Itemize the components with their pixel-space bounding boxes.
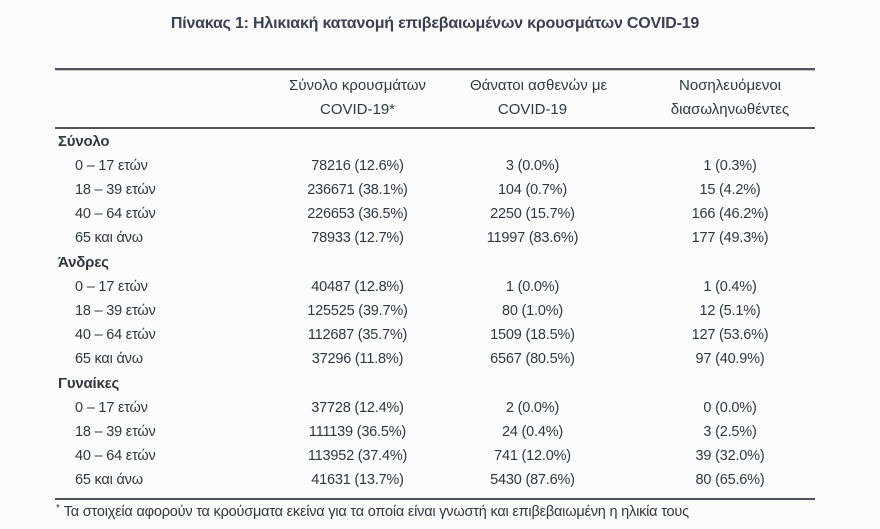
intubated-cell: 127 (53.6%): [691, 327, 769, 343]
deaths-cell: 24 (0.4%): [501, 424, 564, 440]
age-cell: 18 – 39 ετών: [75, 182, 156, 198]
intubated-cell: 3 (2.5%): [703, 424, 757, 440]
col-header-total-cases-line1: Σύνολο κρουσμάτων: [289, 77, 426, 94]
cases-cell: 236671 (38.1%): [307, 182, 408, 198]
table-row: 0 – 17 ετών 78216 (12.6%) 3 (0.0%) 1 (0.…: [55, 154, 815, 178]
age-cell: 40 – 64 ετών: [75, 448, 156, 464]
age-cell: 0 – 17 ετών: [75, 400, 148, 416]
section-header-women: Γυναίκες: [55, 371, 815, 396]
cases-cell: 125525 (39.7%): [307, 303, 408, 319]
deaths-cell: 104 (0.7%): [498, 182, 567, 198]
col-header-deaths-line2: COVID-19: [497, 101, 568, 118]
age-cell: 18 – 39 ετών: [75, 303, 156, 319]
section-label: Σύνολο: [58, 133, 110, 150]
deaths-cell: 1509 (18.5%): [490, 327, 575, 343]
cases-cell: 37728 (12.4%): [311, 400, 404, 416]
covid-age-distribution-table: Σύνολο κρουσμάτων COVID-19* Θάνατοι ασθε…: [55, 68, 815, 500]
intubated-cell: 0 (0.0%): [703, 400, 757, 416]
cases-cell: 111139 (36.5%): [308, 424, 407, 440]
cases-cell: 37296 (11.8%): [311, 351, 404, 367]
intubated-cell: 97 (40.9%): [695, 351, 765, 367]
table-title: Πίνακας 1: Ηλικιακή κατανομή επιβεβαιωμέ…: [170, 15, 700, 32]
col-header-total-cases: Σύνολο κρουσμάτων COVID-19*: [245, 74, 470, 122]
section-header-total: Σύνολο: [55, 129, 815, 154]
table-top-rule: [55, 68, 815, 70]
intubated-cell: 166 (46.2%): [691, 206, 769, 222]
age-cell: 65 και άνω: [75, 351, 143, 367]
section-label: Γυναίκες: [58, 375, 120, 392]
deaths-cell: 5430 (87.6%): [490, 472, 575, 488]
intubated-cell: 39 (32.0%): [695, 448, 765, 464]
table-row: 65 και άνω 37296 (11.8%) 6567 (80.5%) 97…: [55, 347, 815, 371]
deaths-cell: 1 (0.0%): [505, 279, 560, 295]
intubated-cell: 1 (0.4%): [703, 279, 757, 295]
deaths-cell: 741 (12.0%): [494, 448, 571, 464]
age-cell: 40 – 64 ετών: [75, 327, 156, 343]
age-cell: 40 – 64 ετών: [75, 206, 156, 222]
table-row: 40 – 64 ετών 112687 (35.7%) 1509 (18.5%)…: [55, 323, 815, 347]
age-cell: 18 – 39 ετών: [75, 424, 156, 440]
table-row: 18 – 39 ετών 125525 (39.7%) 80 (1.0%) 12…: [55, 299, 815, 323]
cases-cell: 78216 (12.6%): [311, 158, 404, 174]
col-header-deaths-line1: Θάνατοι ασθενών με: [470, 77, 608, 94]
col-header-deaths: Θάνατοι ασθενών με COVID-19: [470, 74, 620, 122]
table-row: 18 – 39 ετών 111139 (36.5%) 24 (0.4%) 3 …: [55, 420, 815, 444]
table-row: 65 και άνω 41631 (13.7%) 5430 (87.6%) 80…: [55, 468, 815, 492]
table-row: 18 – 39 ετών 236671 (38.1%) 104 (0.7%) 1…: [55, 178, 815, 202]
deaths-cell: 2 (0.0%): [505, 400, 560, 416]
col-header-intubated-line1: Νοσηλευόμενοι: [678, 77, 781, 94]
age-cell: 0 – 17 ετών: [75, 158, 148, 174]
deaths-cell: 11997 (83.6%): [486, 230, 579, 246]
footnote-text: Τα στοιχεία αφορούν τα κρούσματα εκείνα …: [63, 504, 689, 520]
age-cell: 65 και άνω: [75, 230, 143, 246]
cases-cell: 78933 (12.7%): [311, 230, 404, 246]
cases-cell: 226653 (36.5%): [307, 206, 408, 222]
document-body: Πίνακας 1: Ηλικιακή κατανομή επιβεβαιωμέ…: [55, 0, 815, 529]
cases-cell: 113952 (37.4%): [307, 448, 408, 464]
table-row: 0 – 17 ετών 40487 (12.8%) 1 (0.0%) 1 (0.…: [55, 275, 815, 299]
section-header-men: Άνδρες: [55, 250, 815, 275]
deaths-cell: 6567 (80.5%): [490, 351, 575, 367]
intubated-cell: 1 (0.3%): [703, 158, 757, 174]
table-top-rule-shadow: [55, 70, 815, 71]
intubated-cell: 177 (49.3%): [691, 230, 769, 246]
table-row: 65 και άνω 78933 (12.7%) 11997 (83.6%) 1…: [55, 226, 815, 250]
table-row: 40 – 64 ετών 226653 (36.5%) 2250 (15.7%)…: [55, 202, 815, 226]
col-header-intubated: Νοσηλευόμενοι διασωληνωθέντες: [620, 74, 815, 122]
intubated-cell: 80 (65.6%): [695, 472, 765, 488]
table-footnote: * Τα στοιχεία αφορούν τα κρούσματα εκείνα…: [56, 503, 689, 520]
deaths-cell: 80 (1.0%): [501, 303, 564, 319]
table-row: 40 – 64 ετών 113952 (37.4%) 741 (12.0%) …: [55, 444, 815, 468]
col-header-total-cases-line2: COVID-19*: [319, 101, 396, 118]
table-body: Σύνολο 0 – 17 ετών 78216 (12.6%) 3 (0.0%…: [55, 129, 815, 498]
deaths-cell: 2250 (15.7%): [490, 206, 575, 222]
deaths-cell: 3 (0.0%): [505, 158, 560, 174]
table-header-row: Σύνολο κρουσμάτων COVID-19* Θάνατοι ασθε…: [55, 71, 815, 129]
cases-cell: 41631 (13.7%): [311, 472, 404, 488]
age-cell: 65 και άνω: [75, 472, 143, 488]
intubated-cell: 12 (5.1%): [699, 303, 761, 319]
intubated-cell: 15 (4.2%): [699, 182, 761, 198]
cases-cell: 40487 (12.8%): [311, 279, 404, 295]
section-label: Άνδρες: [58, 254, 109, 271]
col-header-intubated-line2: διασωληνωθέντες: [670, 101, 790, 118]
cases-cell: 112687 (35.7%): [307, 327, 408, 343]
age-cell: 0 – 17 ετών: [75, 279, 148, 295]
footnote-asterisk: *: [56, 503, 60, 514]
table-row: 0 – 17 ετών 37728 (12.4%) 2 (0.0%) 0 (0.…: [55, 396, 815, 420]
